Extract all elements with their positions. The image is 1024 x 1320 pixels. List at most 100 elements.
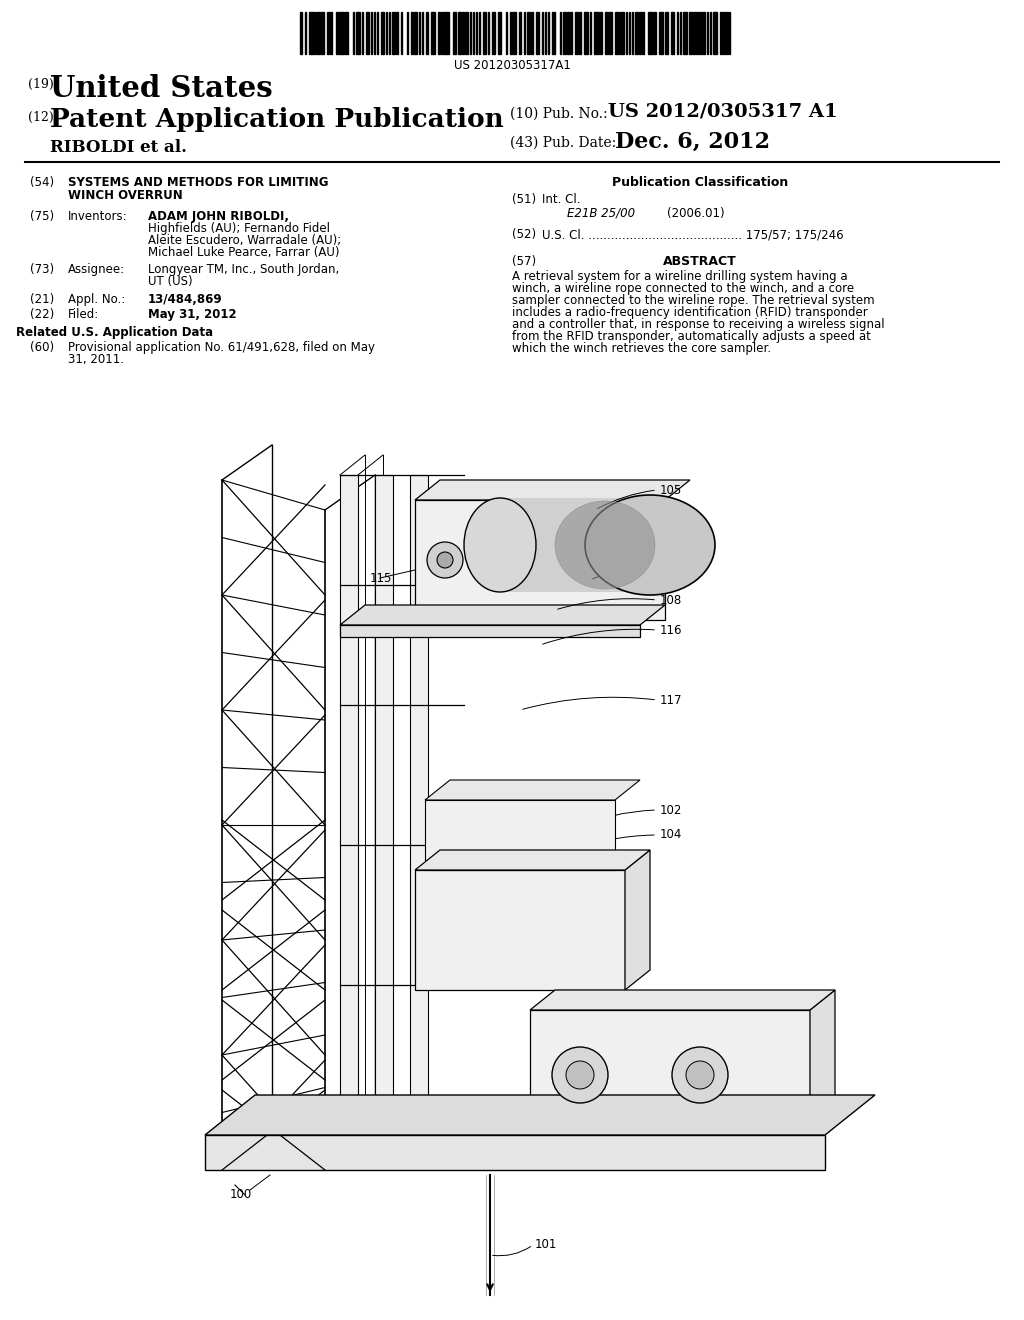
Bar [723, 12, 725, 54]
Ellipse shape [686, 1061, 714, 1089]
Bar [478, 12, 480, 54]
Text: (12): (12) [28, 111, 53, 124]
Bar [321, 12, 324, 54]
Bar [361, 12, 362, 54]
Bar [407, 12, 408, 54]
Bar [309, 12, 313, 54]
Bar [366, 12, 369, 54]
Text: Publication Classification: Publication Classification [612, 176, 788, 189]
Ellipse shape [552, 1047, 608, 1104]
Text: U.S. Cl. ......................................... 175/57; 175/246: U.S. Cl. ...............................… [542, 228, 844, 242]
Text: 31, 2011.: 31, 2011. [68, 352, 124, 366]
Bar [315, 12, 316, 54]
Bar [462, 12, 464, 54]
Text: (60): (60) [30, 341, 54, 354]
Bar [391, 12, 394, 54]
Text: Longyear TM, Inc., South Jordan,: Longyear TM, Inc., South Jordan, [148, 263, 339, 276]
Text: (54): (54) [30, 176, 54, 189]
Text: 13/484,869: 13/484,869 [148, 293, 222, 306]
Text: 100: 100 [230, 1188, 252, 1201]
Text: (52): (52) [512, 228, 537, 242]
Bar [385, 12, 387, 54]
Bar [545, 12, 546, 54]
Text: (2006.01): (2006.01) [667, 207, 725, 220]
Text: 105: 105 [660, 483, 682, 496]
Text: (75): (75) [30, 210, 54, 223]
Bar [414, 12, 417, 54]
Bar [318, 12, 319, 54]
Bar [552, 12, 555, 54]
Text: 102: 102 [660, 804, 682, 817]
Bar [562, 12, 565, 54]
Bar [648, 12, 652, 54]
Text: US 20120305317A1: US 20120305317A1 [454, 59, 570, 73]
Polygon shape [425, 780, 640, 800]
Text: (73): (73) [30, 263, 54, 276]
Bar [542, 12, 543, 54]
Bar [339, 12, 343, 54]
Text: and a controller that, in response to receiving a wireless signal: and a controller that, in response to re… [512, 318, 885, 331]
Text: 116: 116 [660, 623, 683, 636]
Text: Provisional application No. 61/491,628, filed on May: Provisional application No. 61/491,628, … [68, 341, 375, 354]
Text: RIBOLDI et al.: RIBOLDI et al. [50, 139, 187, 156]
Bar [444, 12, 449, 54]
Ellipse shape [566, 1061, 594, 1089]
Text: Inventors:: Inventors: [68, 210, 128, 223]
Bar [693, 12, 694, 54]
Bar [388, 12, 390, 54]
Bar [419, 12, 420, 54]
Bar [590, 12, 591, 54]
Text: A retrieval system for a wireline drilling system having a: A retrieval system for a wireline drilli… [512, 271, 848, 282]
Bar [430, 12, 435, 54]
Bar [425, 800, 615, 870]
Bar [609, 12, 612, 54]
Polygon shape [500, 498, 650, 591]
Text: includes a radio-frequency identification (RFID) transponder: includes a radio-frequency identificatio… [512, 306, 867, 319]
Bar [487, 12, 489, 54]
Text: SYSTEMS AND METHODS FOR LIMITING: SYSTEMS AND METHODS FOR LIMITING [68, 176, 329, 189]
Text: ABSTRACT: ABSTRACT [664, 255, 737, 268]
Bar [635, 12, 638, 54]
Polygon shape [415, 850, 650, 870]
Bar [531, 12, 532, 54]
Bar [510, 12, 512, 54]
Text: which the winch retrieves the core sampler.: which the winch retrieves the core sampl… [512, 342, 771, 355]
Polygon shape [415, 480, 690, 500]
Bar [327, 12, 329, 54]
Bar [336, 12, 338, 54]
Bar [696, 12, 697, 54]
Text: 115: 115 [370, 572, 392, 585]
Bar [604, 12, 607, 54]
Text: Michael Luke Pearce, Farrar (AU): Michael Luke Pearce, Farrar (AU) [148, 246, 340, 259]
Bar [621, 12, 624, 54]
Text: 108: 108 [660, 594, 682, 606]
Bar [579, 12, 581, 54]
Bar [205, 1135, 825, 1170]
Bar [411, 12, 413, 54]
Text: US 2012/0305317 A1: US 2012/0305317 A1 [608, 103, 838, 121]
Bar [396, 12, 397, 54]
Bar [570, 12, 571, 54]
Bar [618, 12, 620, 54]
Polygon shape [625, 850, 650, 990]
Bar [710, 12, 711, 54]
Bar [683, 12, 687, 54]
Bar [626, 12, 627, 54]
Text: (22): (22) [30, 308, 54, 321]
Bar [300, 12, 301, 54]
Bar [374, 12, 375, 54]
Text: Int. Cl.: Int. Cl. [542, 193, 581, 206]
Bar [677, 12, 678, 54]
Bar [671, 12, 674, 54]
Bar [639, 12, 640, 54]
Bar [654, 12, 655, 54]
Bar [483, 12, 486, 54]
Bar [526, 12, 529, 54]
Bar [594, 12, 598, 54]
Bar [458, 12, 461, 54]
Bar [381, 12, 384, 54]
Bar [453, 12, 456, 54]
Bar [574, 12, 578, 54]
Bar [340, 475, 358, 1135]
Bar [345, 12, 348, 54]
